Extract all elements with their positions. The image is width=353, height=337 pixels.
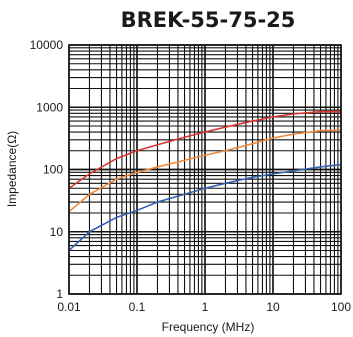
chart-title: BREK-55-75-25: [121, 8, 296, 32]
series-line-1: [68, 110, 341, 189]
y-tick-labels: 1 10 100 1000 10000: [30, 38, 64, 301]
plot-border: [68, 44, 342, 295]
y-tick-label: 100: [43, 163, 63, 177]
y-axis-label: Impedance(Ω): [5, 131, 19, 207]
y-tick-label: 10: [50, 225, 64, 239]
x-axis-label: Frequency (MHz): [162, 320, 255, 334]
x-tick-label: 0.01: [57, 300, 81, 314]
x-tick-label: 1: [202, 300, 209, 314]
series-line-3: [68, 163, 342, 252]
series-line-2: [68, 129, 342, 213]
y-tick-label: 10000: [30, 38, 64, 52]
y-tick-label: 1: [56, 287, 63, 301]
series-lines: [68, 110, 342, 252]
x-tick-label: 10: [266, 300, 280, 314]
x-tick-labels: 0.01 0.1 1 10 100: [57, 300, 351, 314]
x-tick-label: 100: [331, 300, 351, 314]
y-tick-label: 1000: [36, 100, 63, 114]
grid: [68, 44, 342, 295]
plot-frame: [68, 44, 342, 295]
x-tick-label: 0.1: [129, 300, 146, 314]
